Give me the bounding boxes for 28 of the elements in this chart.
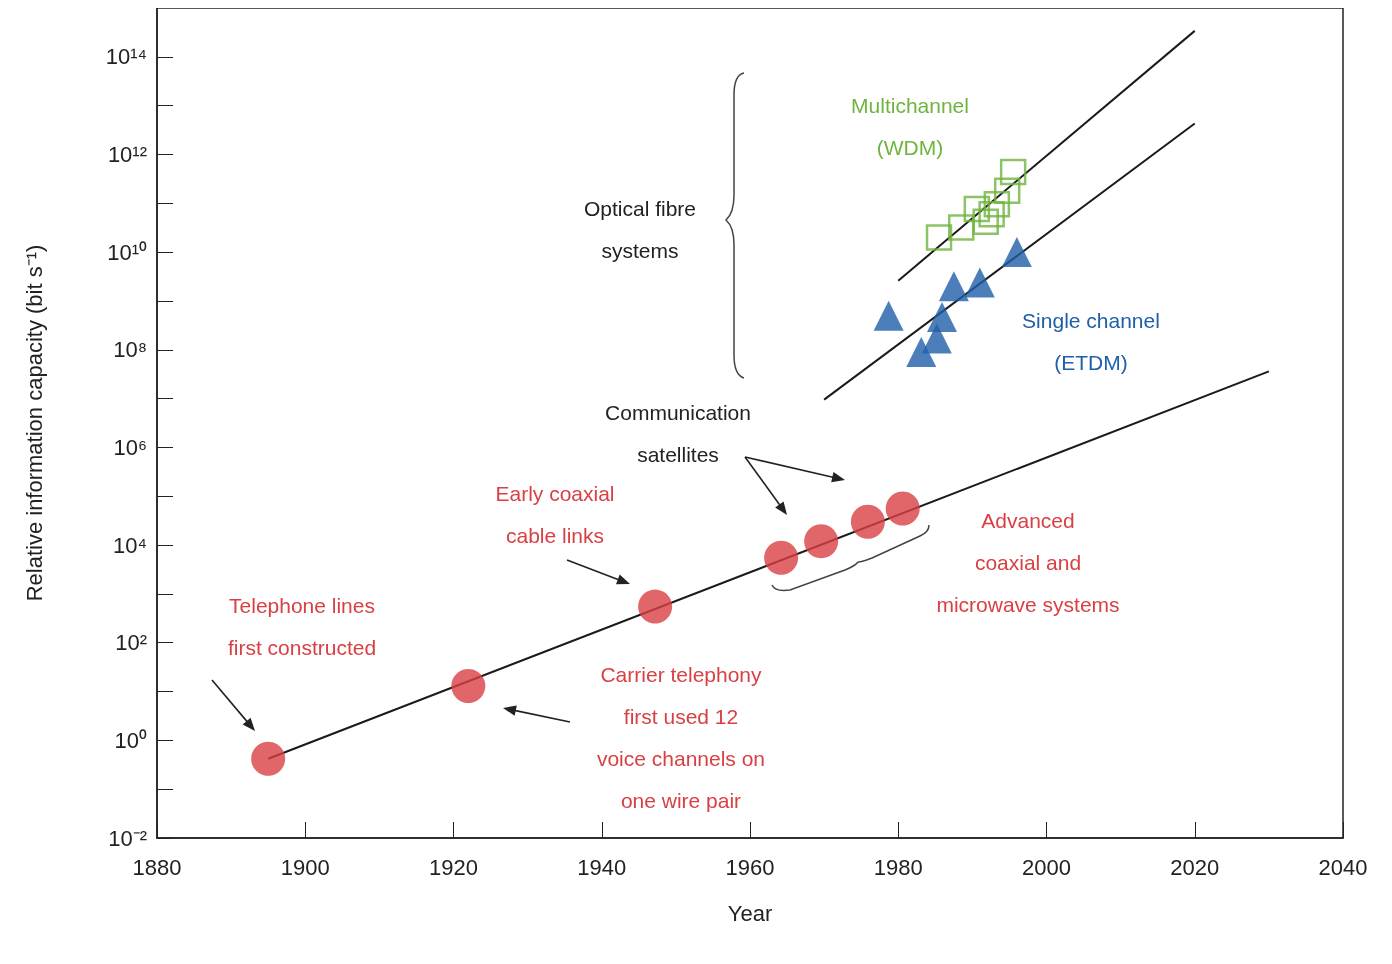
y-tick-label: 10⁶ (113, 434, 147, 460)
series-label: Single channel (ETDM) (1022, 308, 1160, 374)
y-tick-label: 10² (115, 630, 147, 656)
x-tick-label: 1920 (429, 854, 478, 880)
y-tick-label: 10⁴ (113, 532, 147, 558)
x-tick-label: 2020 (1170, 854, 1220, 880)
y-tick-label: 10⁻² (108, 825, 147, 851)
annotation: Optical fibre systems (583, 196, 697, 262)
series-label: Multichannel (WDM) (851, 93, 969, 159)
y-tick-label: 10⁰ (114, 727, 147, 753)
x-tick-label: 2000 (1022, 854, 1071, 880)
x-axis-title: Year (727, 900, 773, 926)
annotation: Advanced coaxial and microwave systems (936, 508, 1120, 616)
annotation: Early coaxial cable links (495, 481, 615, 547)
annotation: Carrier telephony first used 12 voice channels on one wire pair (596, 662, 766, 812)
x-tick-label: 2040 (1318, 854, 1368, 880)
y-axis-title: Relative information capacity (bit s⁻¹) (21, 244, 47, 602)
annotation: Communication satellites (605, 400, 751, 466)
y-tick-label: 10¹⁴ (105, 44, 147, 70)
x-tick-label: 1900 (280, 854, 330, 880)
y-tick-label: 10¹² (107, 141, 147, 167)
x-tick-label: 1960 (725, 854, 775, 880)
x-tick-label: 1980 (873, 854, 923, 880)
y-tick-label: 10¹⁰ (107, 239, 147, 265)
x-tick-label: 1940 (577, 854, 627, 880)
annotation: Telephone lines first constructed (227, 593, 377, 659)
x-tick-label: 1880 (132, 854, 182, 880)
y-tick-label: 10⁸ (113, 337, 147, 363)
